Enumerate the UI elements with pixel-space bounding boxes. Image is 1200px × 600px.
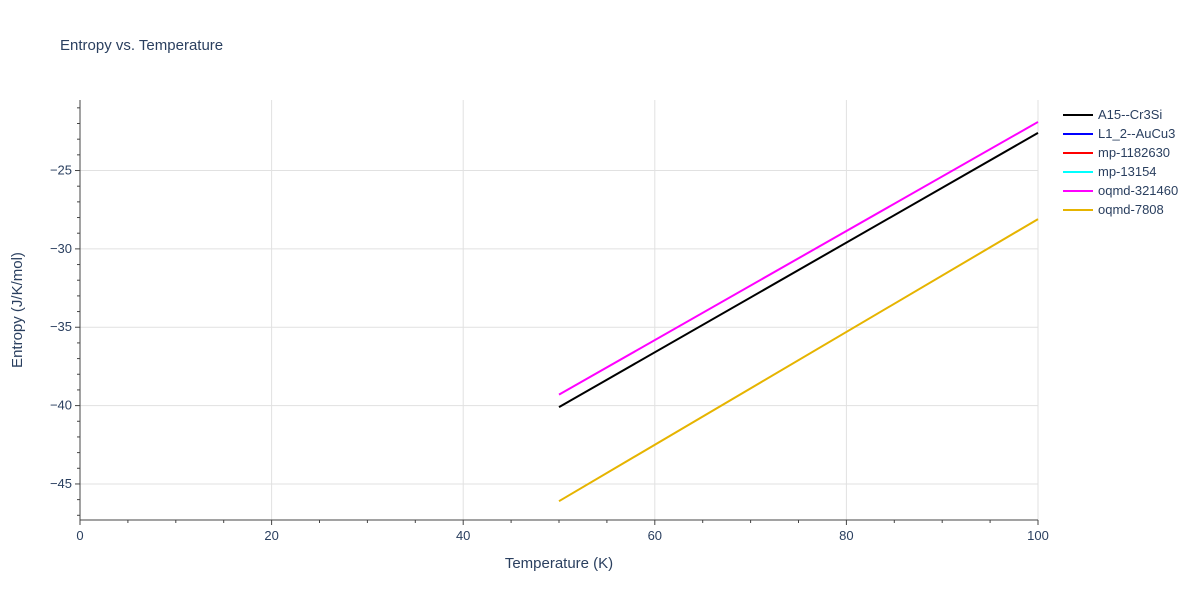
legend-item-label: oqmd-321460 [1098, 183, 1178, 198]
axes [79, 100, 1038, 521]
series-line [558, 121, 1039, 396]
legend-item-label: mp-1182630 [1098, 145, 1170, 160]
series-line [558, 218, 1039, 503]
legend-item-label: oqmd-7808 [1098, 202, 1164, 217]
legend-item-label: mp-13154 [1098, 164, 1157, 179]
chart-title: Entropy vs. Temperature [60, 37, 223, 54]
y-tick-label: −45 [50, 476, 72, 491]
x-tick-label: 80 [839, 528, 853, 543]
y-tick-labels: −45 −40 −35 −30 −25 [50, 163, 72, 491]
x-tick-label: 20 [264, 528, 278, 543]
y-axis-title: Entropy (J/K/mol) [9, 252, 26, 368]
x-tick-label: 60 [648, 528, 662, 543]
y-tick-label: −40 [50, 398, 72, 413]
x-tick-label: 40 [456, 528, 470, 543]
x-tick-labels: 0 20 40 60 80 100 [76, 528, 1048, 543]
y-tick-label: −25 [50, 163, 72, 178]
legend-item-label: L1_2--AuCu3 [1098, 126, 1175, 141]
legend-item-label: A15--Cr3Si [1098, 107, 1162, 122]
y-tick-label: −30 [50, 241, 72, 256]
x-axis-title: Temperature (K) [505, 555, 613, 572]
series-lines [558, 121, 1039, 503]
y-tick-label: −35 [50, 319, 72, 334]
x-tick-label: 0 [76, 528, 83, 543]
x-tick-label: 100 [1027, 528, 1049, 543]
series-line [558, 132, 1039, 409]
grid [80, 100, 1039, 520]
legend: A15--Cr3Si L1_2--AuCu3 mp-1182630 mp-13154 o… [1063, 107, 1178, 217]
